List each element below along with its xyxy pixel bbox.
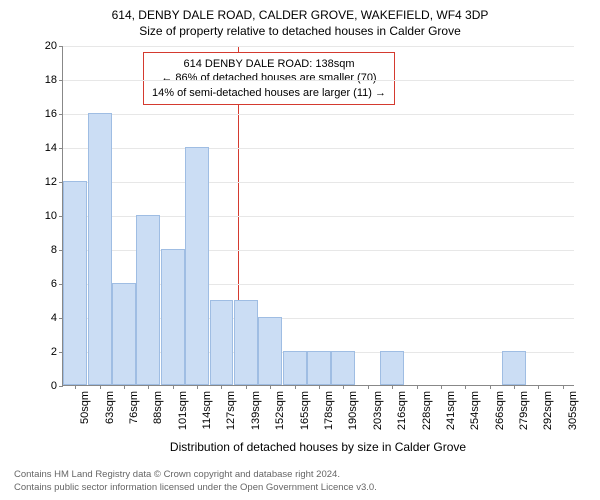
x-tick-mark bbox=[465, 385, 466, 389]
x-tick-mark bbox=[417, 385, 418, 389]
x-tick-label: 279sqm bbox=[518, 391, 530, 430]
bar bbox=[112, 283, 136, 385]
footer-attribution: Contains HM Land Registry data © Crown c… bbox=[14, 469, 377, 494]
gridline bbox=[63, 46, 574, 47]
x-tick-mark bbox=[173, 385, 174, 389]
x-tick-mark bbox=[295, 385, 296, 389]
chart-container: Number of detached properties 614 DENBY … bbox=[62, 46, 574, 406]
x-tick-mark bbox=[392, 385, 393, 389]
x-tick-label: 152sqm bbox=[274, 391, 286, 430]
x-tick-label: 50sqm bbox=[79, 391, 91, 424]
x-tick-label: 203sqm bbox=[372, 391, 384, 430]
x-tick-mark bbox=[490, 385, 491, 389]
bar bbox=[161, 249, 185, 385]
x-tick-mark bbox=[246, 385, 247, 389]
y-tick-label: 10 bbox=[45, 210, 57, 222]
bar bbox=[283, 351, 307, 385]
chart-title-address: 614, DENBY DALE ROAD, CALDER GROVE, WAKE… bbox=[0, 8, 600, 22]
x-tick-label: 266sqm bbox=[494, 391, 506, 430]
gridline bbox=[63, 148, 574, 149]
x-tick-mark bbox=[368, 385, 369, 389]
x-tick-label: 76sqm bbox=[128, 391, 140, 424]
x-tick-label: 88sqm bbox=[152, 391, 164, 424]
y-tick-label: 6 bbox=[51, 278, 57, 290]
bar bbox=[185, 147, 209, 385]
y-tick-mark bbox=[59, 148, 63, 149]
bar bbox=[88, 113, 112, 385]
x-tick-mark bbox=[441, 385, 442, 389]
x-tick-label: 139sqm bbox=[250, 391, 262, 430]
bar bbox=[63, 181, 87, 385]
y-tick-label: 12 bbox=[45, 176, 57, 188]
x-tick-mark bbox=[514, 385, 515, 389]
x-tick-label: 127sqm bbox=[225, 391, 237, 430]
bar bbox=[258, 317, 282, 385]
x-tick-mark bbox=[148, 385, 149, 389]
x-tick-label: 114sqm bbox=[201, 391, 213, 429]
x-tick-mark bbox=[270, 385, 271, 389]
y-tick-mark bbox=[59, 386, 63, 387]
y-tick-label: 2 bbox=[51, 346, 57, 358]
y-tick-mark bbox=[59, 80, 63, 81]
x-tick-label: 254sqm bbox=[469, 391, 481, 430]
x-tick-label: 165sqm bbox=[299, 391, 311, 430]
plot-area: 614 DENBY DALE ROAD: 138sqm ← 86% of det… bbox=[62, 46, 574, 386]
x-tick-mark bbox=[124, 385, 125, 389]
x-tick-label: 63sqm bbox=[104, 391, 116, 424]
annotation-box: 614 DENBY DALE ROAD: 138sqm ← 86% of det… bbox=[143, 52, 395, 105]
x-tick-mark bbox=[197, 385, 198, 389]
x-tick-label: 216sqm bbox=[396, 391, 408, 430]
annotation-line-3: 14% of semi-detached houses are larger (… bbox=[152, 86, 386, 100]
x-tick-label: 178sqm bbox=[323, 391, 335, 430]
x-tick-mark bbox=[343, 385, 344, 389]
x-tick-label: 190sqm bbox=[347, 391, 359, 430]
x-tick-label: 305sqm bbox=[567, 391, 579, 430]
chart-header: 614, DENBY DALE ROAD, CALDER GROVE, WAKE… bbox=[0, 0, 600, 38]
y-tick-label: 8 bbox=[51, 244, 57, 256]
x-tick-label: 101sqm bbox=[177, 391, 189, 430]
gridline bbox=[63, 114, 574, 115]
y-tick-label: 16 bbox=[45, 108, 57, 120]
x-axis-label: Distribution of detached houses by size … bbox=[170, 440, 466, 454]
x-tick-label: 292sqm bbox=[542, 391, 554, 430]
bar bbox=[380, 351, 404, 385]
annotation-line-1: 614 DENBY DALE ROAD: 138sqm bbox=[152, 57, 386, 71]
bar bbox=[307, 351, 331, 385]
footer-line-2: Contains public sector information licen… bbox=[14, 482, 377, 494]
x-tick-mark bbox=[100, 385, 101, 389]
x-tick-mark bbox=[563, 385, 564, 389]
x-tick-mark bbox=[75, 385, 76, 389]
y-tick-label: 14 bbox=[45, 142, 57, 154]
y-tick-label: 18 bbox=[45, 74, 57, 86]
x-tick-label: 228sqm bbox=[421, 391, 433, 430]
annotation-line-2: ← 86% of detached houses are smaller (70… bbox=[152, 71, 386, 85]
chart-subtitle: Size of property relative to detached ho… bbox=[0, 24, 600, 38]
x-tick-label: 241sqm bbox=[445, 391, 457, 430]
x-tick-mark bbox=[538, 385, 539, 389]
x-tick-mark bbox=[221, 385, 222, 389]
footer-line-1: Contains HM Land Registry data © Crown c… bbox=[14, 469, 377, 481]
gridline bbox=[63, 182, 574, 183]
y-tick-label: 4 bbox=[51, 312, 57, 324]
x-tick-mark bbox=[319, 385, 320, 389]
y-tick-mark bbox=[59, 46, 63, 47]
bar bbox=[331, 351, 355, 385]
y-tick-label: 0 bbox=[51, 380, 57, 392]
y-tick-mark bbox=[59, 114, 63, 115]
bar bbox=[210, 300, 234, 385]
y-tick-label: 20 bbox=[45, 40, 57, 52]
gridline bbox=[63, 80, 574, 81]
bar bbox=[136, 215, 160, 385]
bar bbox=[234, 300, 258, 385]
bar bbox=[502, 351, 526, 385]
